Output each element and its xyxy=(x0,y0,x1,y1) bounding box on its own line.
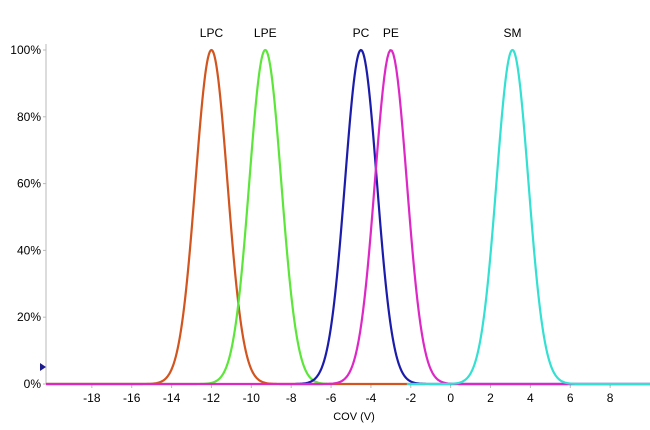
x-tick-label: 6 xyxy=(567,391,574,405)
peak-label-pc: PC xyxy=(353,26,370,40)
peak-labels: LPC LPE PC PE SM xyxy=(200,26,522,40)
x-axis-ticks: -18 -16 -14 -12 -10 -8 -6 -4 -2 0 2 4 6 8 xyxy=(83,384,614,405)
peak-label-sm: SM xyxy=(503,26,521,40)
series-lines xyxy=(45,48,650,386)
y-tick-label: 80% xyxy=(17,110,41,124)
x-tick-label: -10 xyxy=(243,391,261,405)
peak-label-lpc: LPC xyxy=(200,26,224,40)
axes xyxy=(45,44,650,385)
series-line-lpc xyxy=(45,48,425,386)
arrow-right-icon xyxy=(40,363,46,371)
y-tick-label: 100% xyxy=(10,43,41,57)
series-line-pe xyxy=(46,49,650,386)
x-tick-label: -12 xyxy=(203,391,221,405)
x-tick-label: -18 xyxy=(83,391,101,405)
peak-label-pe: PE xyxy=(383,26,399,40)
x-tick-label: 4 xyxy=(527,391,534,405)
series-line-lpe xyxy=(45,48,328,386)
x-tick-label: -14 xyxy=(163,391,181,405)
x-tick-label: 8 xyxy=(607,391,614,405)
y-tick-label: 60% xyxy=(17,177,41,191)
y-axis-ticks: 0% 20% 40% 60% 80% 100% xyxy=(10,43,46,391)
x-tick-label: -8 xyxy=(286,391,297,405)
x-tick-label: -16 xyxy=(123,391,141,405)
peak-label-lpe: LPE xyxy=(254,26,277,40)
y-tick-label: 20% xyxy=(17,310,41,324)
series-line-sm xyxy=(406,48,650,386)
x-tick-label: 2 xyxy=(487,391,494,405)
x-tick-label: 0 xyxy=(447,391,454,405)
series-line-pc xyxy=(294,48,650,386)
y-tick-label: 0% xyxy=(24,377,42,391)
x-axis-title: COV (V) xyxy=(333,411,375,423)
y-tick-label: 40% xyxy=(17,243,41,257)
x-tick-label: -2 xyxy=(405,391,416,405)
x-tick-label: -4 xyxy=(366,391,377,405)
x-tick-label: -6 xyxy=(326,391,337,405)
